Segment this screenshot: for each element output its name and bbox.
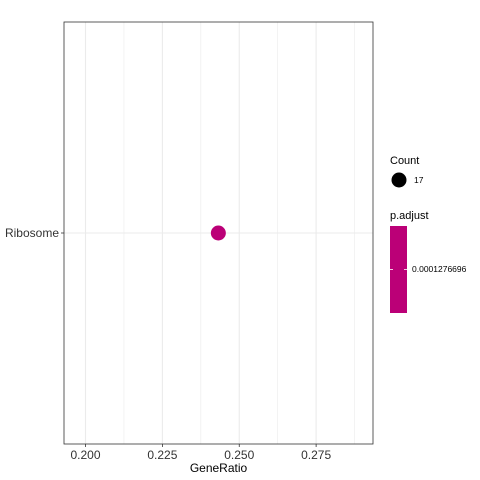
x-tick-label: 0.200 xyxy=(71,448,101,462)
legend-colorbar xyxy=(390,226,407,313)
legend: Count 17 p.adjust 0.0001276696 xyxy=(390,155,467,313)
grid-lines xyxy=(64,22,373,444)
x-tick-label: 0.275 xyxy=(301,448,331,462)
legend-count-value: 17 xyxy=(414,175,424,185)
x-axis-title: GeneRatio xyxy=(190,461,248,475)
axes-layer: 0.200 0.225 0.250 0.275 Ribosome xyxy=(5,226,331,462)
legend-padjust-title: p.adjust xyxy=(390,210,429,222)
x-tick-label: 0.250 xyxy=(224,448,254,462)
x-tick-label: 0.225 xyxy=(147,448,177,462)
y-tick-label: Ribosome xyxy=(5,226,59,240)
data-point xyxy=(210,225,226,241)
legend-padjust-value: 0.0001276696 xyxy=(412,264,467,274)
legend-count-dot xyxy=(391,172,407,188)
points-layer xyxy=(210,225,226,241)
legend-count-title: Count xyxy=(390,155,419,167)
